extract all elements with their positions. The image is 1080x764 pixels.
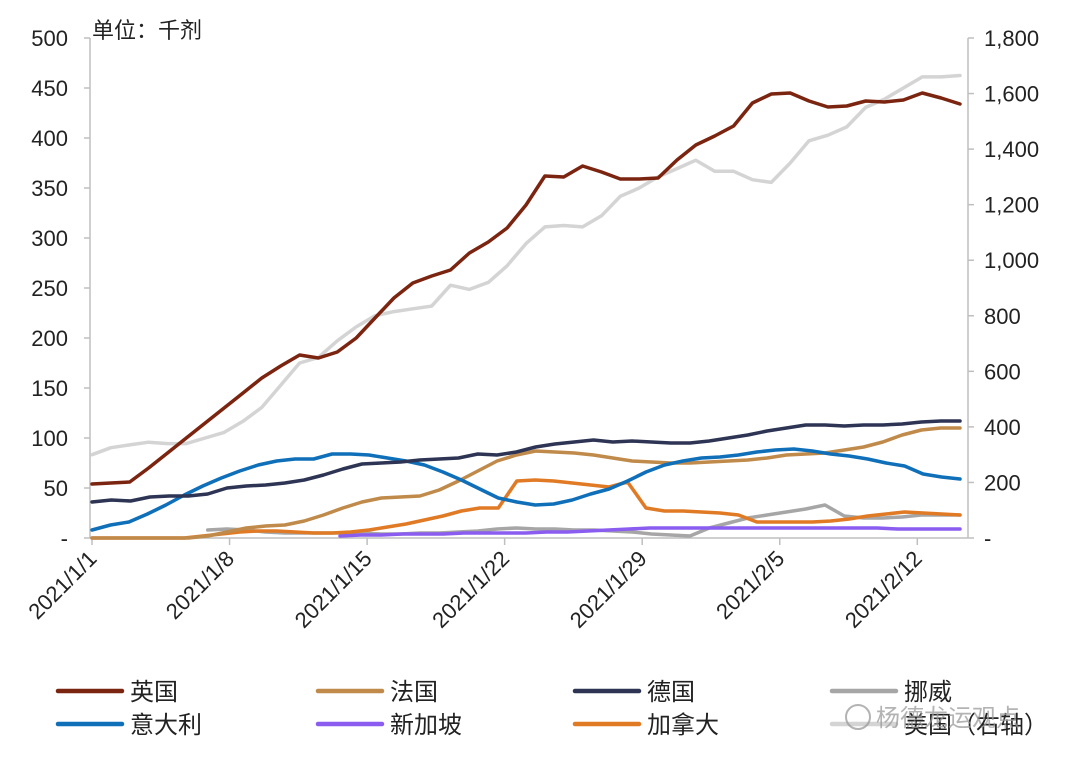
legend-label: 新加坡	[390, 711, 462, 739]
right-tick-label: 600	[984, 359, 1021, 384]
x-tick-label: 2021/1/29	[565, 546, 652, 633]
left-tick-label: 150	[31, 376, 68, 401]
series-line-加拿大	[90, 478, 962, 540]
left-tick-label: 100	[31, 426, 68, 451]
x-tick-label: 2021/2/5	[711, 546, 789, 624]
right-tick-label: 200	[984, 470, 1021, 495]
left-tick-label: 450	[31, 76, 68, 101]
chart-axes: - 50 100 150 200 250 300 350 400 450 500 - 200 400 600…	[23, 26, 1039, 633]
series-line-英国	[90, 91, 962, 486]
x-tick-label: 2021/1/8	[161, 546, 239, 624]
left-tick-label: 200	[31, 326, 68, 351]
legend-label: 加拿大	[647, 711, 719, 739]
right-tick-label: 1,600	[984, 82, 1039, 107]
left-tick-label: 50	[44, 476, 68, 501]
right-tick-label: 1,800	[984, 26, 1039, 51]
legend-label: 意大利	[130, 711, 202, 739]
left-tick-label: -	[61, 526, 68, 551]
series-line-新加坡	[338, 526, 962, 538]
right-tick-label: 1,400	[984, 137, 1039, 162]
left-tick-label: 250	[31, 276, 68, 301]
x-tick-label: 2021/2/12	[840, 546, 927, 633]
legend-label: 美国（右轴）	[904, 711, 1048, 739]
left-tick-label: 500	[31, 26, 68, 51]
chart-series-lines	[90, 73, 962, 540]
watermark-text: 杨德龙运观点	[876, 704, 1020, 732]
right-tick-label: -	[984, 526, 991, 551]
legend-label: 英国	[130, 678, 178, 706]
right-tick-label: 1,200	[984, 193, 1039, 218]
x-tick-label: 2021/1/15	[290, 546, 377, 633]
left-tick-label: 300	[31, 226, 68, 251]
watermark: 杨德龙运观点	[845, 704, 1020, 732]
unit-label: 单位：千剂	[92, 19, 202, 44]
right-tick-label: 400	[984, 415, 1021, 440]
series-line-美国（右轴）	[90, 73, 962, 457]
legend-label: 挪威	[904, 678, 952, 706]
right-tick-label: 800	[984, 304, 1021, 329]
legend-label: 法国	[390, 678, 438, 706]
series-line-德国	[90, 419, 962, 504]
left-tick-label: 350	[31, 176, 68, 201]
x-tick-label: 2021/1/1	[23, 546, 101, 624]
right-tick-label: 1,000	[984, 248, 1039, 273]
wechat-icon	[845, 704, 871, 730]
series-line-意大利	[90, 447, 962, 532]
legend-label: 德国	[647, 678, 695, 706]
left-tick-label: 400	[31, 126, 68, 151]
x-tick-label: 2021/1/22	[427, 546, 514, 633]
series-line-法国	[90, 426, 962, 540]
